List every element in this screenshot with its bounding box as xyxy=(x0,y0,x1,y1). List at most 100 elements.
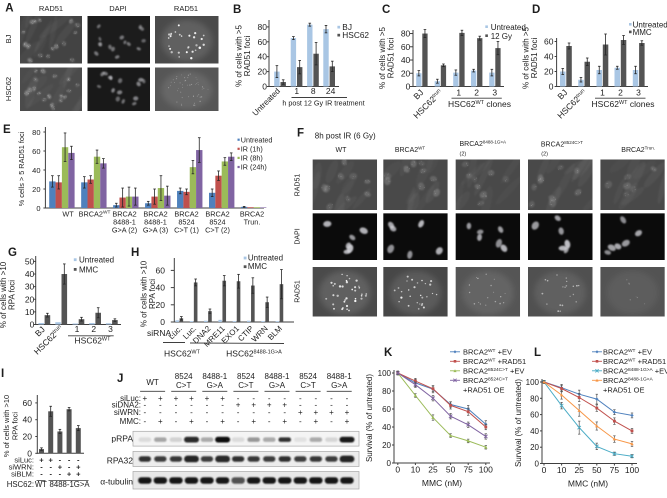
svg-text:BRCA28488-1G>A +EV: BRCA28488-1G>A +EV xyxy=(603,367,667,376)
svg-text:MMC: MMC xyxy=(633,28,652,37)
svg-text:-: - xyxy=(237,394,240,403)
svg-text:% cells > 5 RAD51 foci: % cells > 5 RAD51 foci xyxy=(17,131,26,206)
svg-text:1: 1 xyxy=(75,324,80,334)
svg-text:-: - xyxy=(49,463,52,472)
svg-text:60: 60 xyxy=(382,405,391,414)
svg-text:-: - xyxy=(252,408,255,417)
svg-text:10: 10 xyxy=(411,465,421,475)
svg-text:-: - xyxy=(175,408,178,417)
svg-text:-: - xyxy=(315,401,318,410)
svg-text:WT: WT xyxy=(336,147,348,154)
svg-text:+: + xyxy=(189,417,194,426)
svg-text:IR (8h): IR (8h) xyxy=(241,154,263,163)
svg-text:J: J xyxy=(117,373,123,385)
svg-text:% of cells with >10: % of cells with >10 xyxy=(140,260,149,327)
svg-text:-: - xyxy=(143,408,146,417)
svg-text:8524: 8524 xyxy=(178,218,194,227)
svg-text:-: - xyxy=(206,417,209,426)
svg-text:-: - xyxy=(315,394,318,403)
svg-text:25: 25 xyxy=(428,465,438,475)
svg-text:-: - xyxy=(237,408,240,417)
svg-text:60: 60 xyxy=(23,398,33,408)
svg-text:80: 80 xyxy=(530,394,539,403)
svg-text:8488-1: 8488-1 xyxy=(202,372,227,381)
svg-text:RPA foci: RPA foci xyxy=(10,412,19,441)
svg-text:RAD51 foci: RAD51 foci xyxy=(530,38,539,79)
svg-text:RPA foci: RPA foci xyxy=(8,280,17,310)
svg-text:HSC62WT: HSC62WT xyxy=(164,349,201,359)
svg-text:-: - xyxy=(299,417,302,426)
svg-text:8524: 8524 xyxy=(237,372,255,381)
svg-text:10: 10 xyxy=(557,465,567,475)
svg-text:α-tubulin: α-tubulin xyxy=(100,477,133,487)
svg-text:8488-1G>A: 8488-1G>A xyxy=(50,480,91,489)
svg-text:+: + xyxy=(236,401,241,410)
svg-text:siWRN:: siWRN: xyxy=(9,463,34,472)
svg-text:0: 0 xyxy=(36,204,40,213)
svg-text:+: + xyxy=(251,401,256,410)
svg-text:IR (24h): IR (24h) xyxy=(241,163,267,172)
svg-text:I: I xyxy=(1,368,4,380)
svg-text:RAD51: RAD51 xyxy=(295,280,302,303)
svg-text:siBLM:: siBLM: xyxy=(11,469,34,478)
svg-text:40: 40 xyxy=(401,55,411,65)
svg-text:-: - xyxy=(283,394,286,403)
svg-text:HSC62WT: HSC62WT xyxy=(75,336,112,346)
svg-text:H: H xyxy=(131,247,139,259)
svg-text:20: 20 xyxy=(32,185,40,194)
svg-text:8h post IR (6 Gy): 8h post IR (6 Gy) xyxy=(315,132,376,141)
svg-text:40: 40 xyxy=(32,166,40,175)
svg-text:RPA foci: RPA foci xyxy=(148,279,157,309)
svg-text:% of cells with >5: % of cells with >5 xyxy=(522,26,531,89)
svg-text:-: - xyxy=(206,408,209,417)
svg-text:1: 1 xyxy=(600,88,605,98)
svg-text:30: 30 xyxy=(25,282,35,292)
svg-text:MMC:: MMC: xyxy=(120,417,141,426)
svg-text:+: + xyxy=(282,401,287,410)
svg-text:-: - xyxy=(68,463,71,472)
svg-text:G>A: G>A xyxy=(207,381,224,390)
svg-text:0: 0 xyxy=(549,82,554,92)
svg-text:24: 24 xyxy=(326,86,336,96)
svg-text:HSC62: HSC62 xyxy=(342,30,369,40)
svg-text:60: 60 xyxy=(156,265,166,275)
svg-text:+: + xyxy=(314,408,319,417)
svg-text:+: + xyxy=(205,394,210,403)
svg-text:MMC (nM): MMC (nM) xyxy=(422,478,462,488)
svg-text:0: 0 xyxy=(27,448,32,458)
svg-text:20: 20 xyxy=(156,300,166,310)
svg-text:100: 100 xyxy=(625,465,639,475)
svg-text:(2): (2) xyxy=(541,151,548,157)
svg-text:BRCA28524C>T: BRCA28524C>T xyxy=(463,376,508,385)
svg-text:40: 40 xyxy=(382,423,391,432)
svg-text:+: + xyxy=(67,469,72,478)
svg-text:C>T (2): C>T (2) xyxy=(205,226,230,235)
svg-text:-: - xyxy=(190,408,193,417)
svg-text:WT: WT xyxy=(35,480,47,489)
svg-text:0: 0 xyxy=(160,317,165,327)
svg-text:BRCA2: BRCA2 xyxy=(174,209,198,218)
svg-text:50: 50 xyxy=(592,465,602,475)
svg-text:60: 60 xyxy=(530,411,539,420)
svg-text:HSC62WT clones: HSC62WT clones xyxy=(448,99,511,109)
svg-text:100: 100 xyxy=(526,378,540,387)
svg-text:-: - xyxy=(206,401,209,410)
svg-text:8488-1: 8488-1 xyxy=(327,372,352,381)
svg-text:-: - xyxy=(77,456,80,465)
svg-text:12 Gy: 12 Gy xyxy=(491,32,512,41)
svg-text:1: 1 xyxy=(456,88,461,98)
svg-text:RPA32: RPA32 xyxy=(107,456,134,466)
svg-text:8488-1: 8488-1 xyxy=(144,218,167,227)
svg-text:MMC (nM): MMC (nM) xyxy=(568,479,608,489)
svg-text:D: D xyxy=(532,4,540,16)
svg-text:+: + xyxy=(58,463,63,472)
svg-text:2: 2 xyxy=(618,88,623,98)
svg-text:3: 3 xyxy=(108,324,113,334)
svg-text:20: 20 xyxy=(544,67,554,77)
svg-text:+: + xyxy=(282,417,287,426)
svg-text:+: + xyxy=(220,394,225,403)
svg-text:-: - xyxy=(59,469,62,478)
svg-text:MMC: MMC xyxy=(79,265,98,274)
svg-text:60: 60 xyxy=(258,37,268,47)
svg-text:+: + xyxy=(142,394,147,403)
